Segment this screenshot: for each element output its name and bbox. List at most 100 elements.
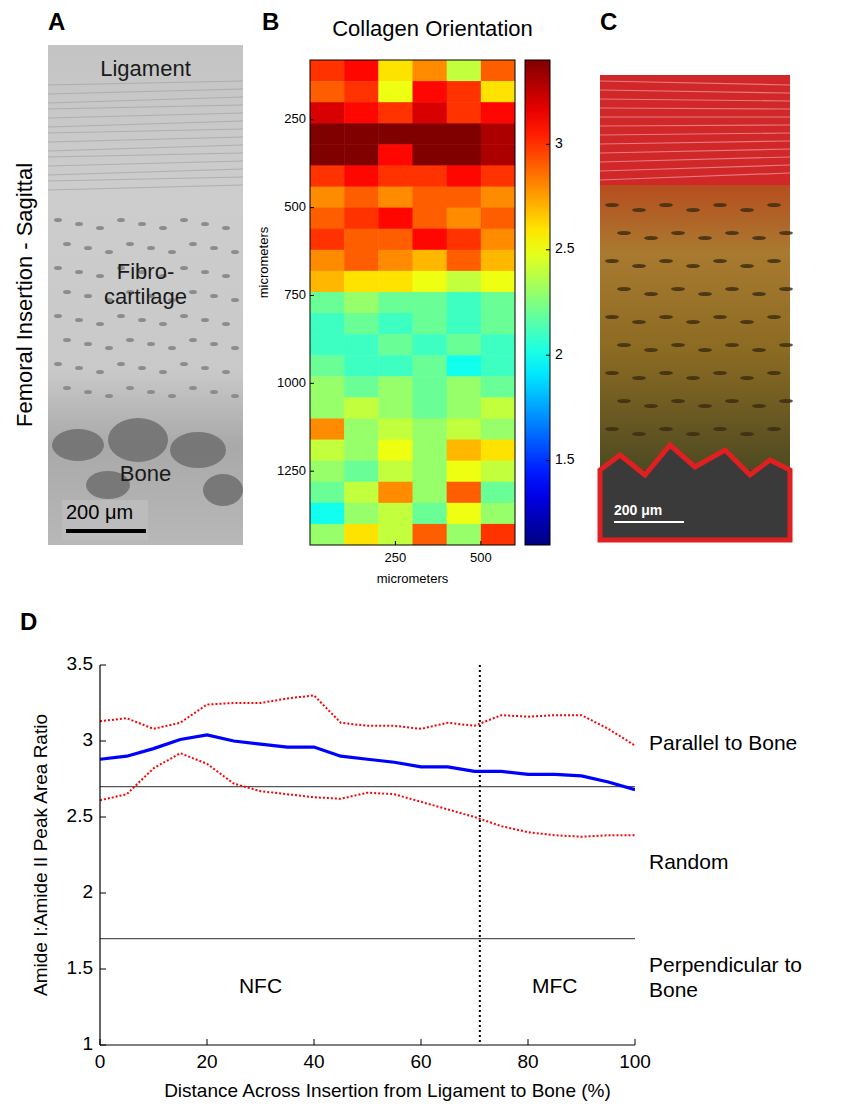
cell-dot [138, 318, 146, 322]
cell-dot [201, 270, 209, 274]
axis-title: micrometers [377, 571, 449, 586]
cell-dot [752, 404, 766, 408]
cell-dot [725, 399, 739, 403]
cell-dot [96, 370, 104, 374]
colorbar-tick-label: 3 [555, 135, 563, 151]
heatmap-cell [447, 250, 482, 272]
cell-dot [54, 314, 62, 318]
tick-label: 0 [95, 1051, 106, 1072]
reference-line [100, 786, 635, 787]
cell-dot [767, 259, 781, 263]
heatmap-cell [481, 102, 515, 124]
tick [100, 1039, 101, 1045]
heatmap-cell [344, 334, 379, 356]
fiber-streak [600, 141, 790, 144]
cell-dot [698, 236, 712, 240]
tick-label: 3.5 [67, 653, 93, 674]
cell-dot [740, 264, 754, 268]
label-line: Fibro- [117, 258, 174, 283]
cell-dot [644, 348, 658, 352]
cell-dot [767, 427, 781, 431]
scale-bar-label: 200 μm [66, 501, 133, 523]
heatmap-cell [413, 144, 448, 166]
heatmap-cell [413, 187, 448, 209]
tick-label: 3 [82, 729, 93, 750]
heatmap-cell [310, 503, 345, 525]
region-label: Parallel to Bone [649, 731, 797, 754]
y-axis [99, 665, 100, 1045]
heatmap-cells [310, 60, 515, 545]
tick [100, 893, 106, 894]
heatmap-cell [310, 60, 345, 82]
heatmap-cell [413, 102, 448, 124]
fiber-streak [48, 145, 243, 151]
axis-title: Distance Across Insertion from Ligament … [164, 1080, 611, 1101]
heatmap-cell [481, 397, 515, 419]
fibrocartilage-region [600, 180, 790, 470]
heatmap-cell [413, 355, 448, 377]
heatmap-cell [344, 229, 379, 251]
cell-dot [84, 294, 92, 298]
heatmap-cell [447, 144, 482, 166]
cell-dot [632, 432, 646, 436]
cell-dot [698, 404, 712, 408]
heatmap-cell [378, 250, 413, 272]
cell-dot [779, 287, 793, 291]
cell-dot [686, 376, 700, 380]
heatmap-cell [378, 503, 413, 525]
cell-dot [84, 246, 92, 250]
heatmap-cell [447, 355, 482, 377]
cell-dot [147, 342, 155, 346]
heatmap-cell [310, 229, 345, 251]
cell-dot [105, 250, 113, 254]
bone-blob [108, 418, 168, 462]
micrograph-a: LigamentFibro-cartilageBone200 μm [48, 45, 243, 545]
heatmap-cell [344, 165, 379, 187]
tick-label: 1.5 [67, 957, 93, 978]
cell-dot [222, 226, 230, 230]
fiber-streak [600, 157, 790, 162]
cell-dot [725, 343, 739, 347]
heatmap-cell [378, 187, 413, 209]
fiber-streak [48, 89, 243, 94]
cell-dot [210, 246, 218, 250]
fiber-streak [48, 97, 243, 103]
cell-dot [201, 222, 209, 226]
cell-dot [126, 338, 134, 342]
side-title: Femoral Insertion - Sagittal [12, 163, 37, 427]
cell-dot [210, 342, 218, 346]
heatmap-cell [447, 418, 482, 440]
fiber-streak [48, 105, 243, 109]
cell-dot [75, 318, 83, 322]
heatmap-cell [378, 292, 413, 314]
heatmap-cell [378, 229, 413, 251]
chart-title: Collagen Orientation [332, 16, 533, 41]
heatmap-cell [378, 524, 413, 545]
cell-dot [168, 250, 176, 254]
bone-blob [170, 432, 226, 468]
cell-dot [659, 371, 673, 375]
scale-bar [66, 529, 146, 533]
heatmap-cell [344, 81, 379, 103]
fiber-streak [48, 137, 243, 142]
heatmap-cell [413, 60, 448, 82]
fiber-streak [600, 125, 790, 126]
heatmap-cell [481, 81, 515, 103]
cell-dot [96, 322, 104, 326]
plot-frame [310, 60, 515, 545]
cell-dot [767, 371, 781, 375]
cell-dot [63, 290, 71, 294]
tick [100, 665, 106, 666]
fiber-streak [48, 153, 243, 157]
fiber-streak [600, 149, 790, 153]
cell-dot [201, 318, 209, 322]
colorbar-tick [546, 355, 550, 356]
cell-dot [605, 203, 619, 207]
cell-dot [713, 203, 727, 207]
fiber-streak [600, 99, 790, 101]
panel-letter: D [20, 608, 37, 635]
colorbar-tick [546, 144, 550, 145]
panel-letter: B [262, 8, 279, 35]
heatmap-cell [413, 208, 448, 230]
cell-dot [686, 264, 700, 268]
